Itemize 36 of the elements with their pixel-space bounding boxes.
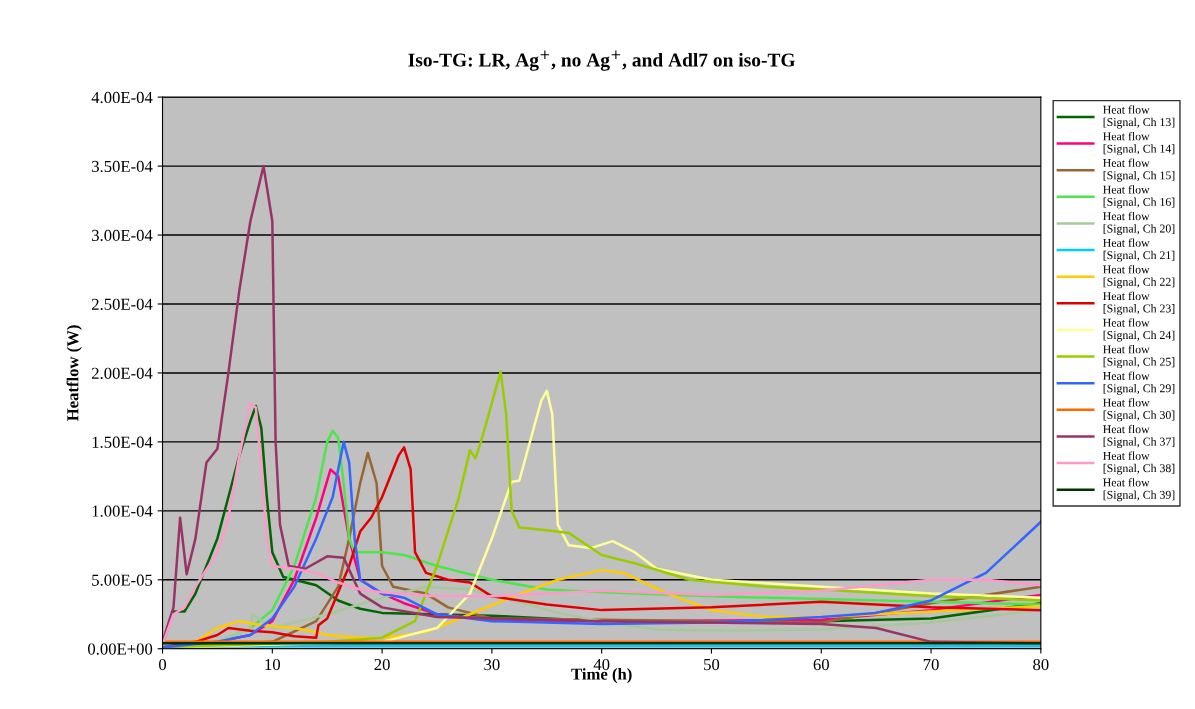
y-tick-label: 5.00E-05 <box>92 574 153 586</box>
x-tick-label: 0 <box>158 658 167 671</box>
x-axis-title: Time (h) <box>571 668 632 684</box>
y-tick-label: 3.50E-04 <box>92 160 153 173</box>
y-tick-label: 0.00E+00 <box>88 643 153 655</box>
legend-label: Heat flow [Signal, Ch 16] <box>1103 185 1175 209</box>
x-tick-label: 40 <box>593 658 610 671</box>
y-tick-label: 2.00E-04 <box>91 367 153 379</box>
legend-label: Heat flow [Signal, Ch 30] <box>1103 398 1175 422</box>
legend-label: Heat flow [Signal, Ch 24] <box>1103 318 1175 342</box>
legend-label: Heat flow [Signal, Ch 21] <box>1103 238 1175 262</box>
x-tick-label: 50 <box>704 658 720 671</box>
y-tick-label: 1.50E-04 <box>92 436 153 448</box>
legend-label: Heat flow [Signal, Ch 39] <box>1103 478 1175 502</box>
legend-label: Heat flow [Signal, Ch 29] <box>1103 371 1175 395</box>
y-tick-label: 4.00E-04 <box>91 91 153 104</box>
x-tick-label: 60 <box>813 658 829 671</box>
legend-label: Heat flow [Signal, Ch 13] <box>1103 105 1175 129</box>
x-tick-label: 20 <box>374 658 390 671</box>
y-tick-label: 3.00E-04 <box>92 229 153 242</box>
legend-label: Heat flow [Signal, Ch 25] <box>1103 344 1175 369</box>
y-tick-label: 2.50E-04 <box>91 298 153 310</box>
legend-label: Heat flow [Signal, Ch 23] <box>1103 291 1175 315</box>
legend-label: Heat flow [Signal, Ch 15] <box>1103 158 1175 182</box>
legend-label: Heat flow [Signal, Ch 37] <box>1103 424 1175 448</box>
legend-label: Heat flow [Signal, Ch 14] <box>1103 131 1175 156</box>
legend-label: Heat flow [Signal, Ch 20] <box>1103 211 1175 235</box>
x-tick-label: 30 <box>484 658 500 671</box>
x-tick-label: 70 <box>923 658 939 671</box>
chart-title: Iso-TG: LR, Ag$^{+}$, no Ag$^{+}$, and Adl7 on iso-TG <box>408 50 796 71</box>
x-tick-label: 10 <box>265 658 281 671</box>
legend-label: Heat flow [Signal, Ch 38] <box>1103 451 1175 475</box>
x-tick-label: 80 <box>1033 658 1049 671</box>
legend-label: Heat flow [Signal, Ch 22] <box>1103 265 1175 289</box>
y-tick-label: 1.00E-04 <box>92 505 153 517</box>
y-axis-title: Heatflow (W) <box>66 325 82 422</box>
